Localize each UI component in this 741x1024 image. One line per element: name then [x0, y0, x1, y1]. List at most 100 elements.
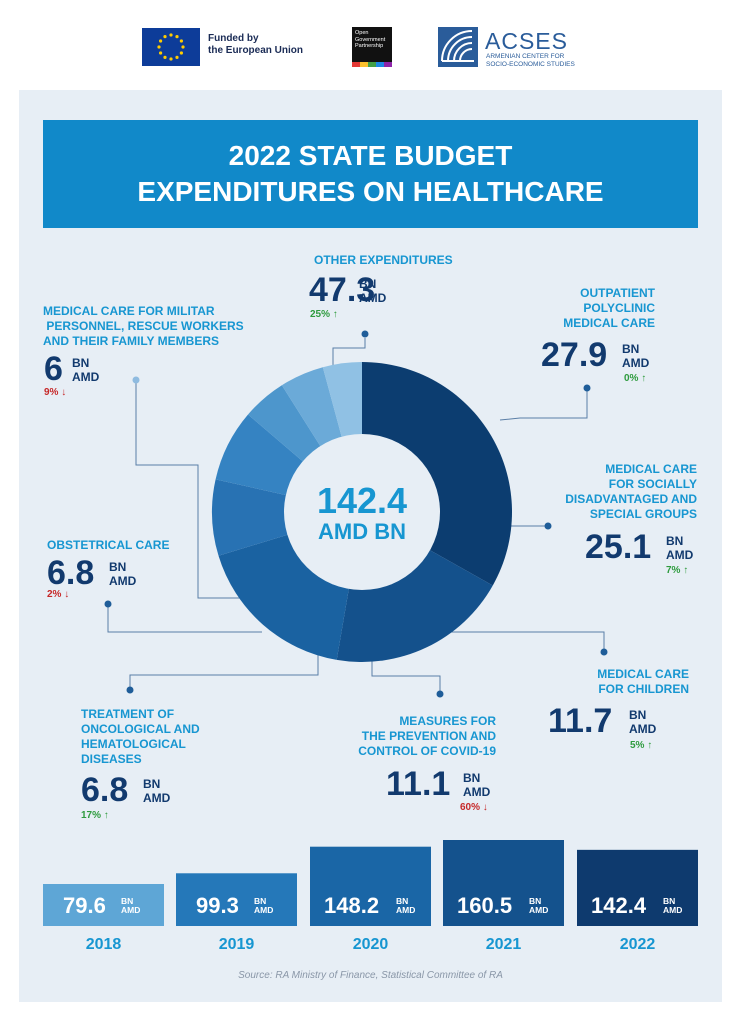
eu-star	[169, 57, 173, 61]
year-label: 2021	[485, 936, 522, 953]
year-bar	[176, 873, 297, 926]
year-bar-value: 148.2	[324, 893, 380, 918]
year-bar	[443, 840, 564, 926]
category-label: OTHER EXPENDITURES	[314, 253, 453, 267]
category-label: OUTPATIENT POLYCLINIC MEDICAL CARE	[563, 286, 655, 330]
eu-star	[159, 39, 163, 43]
year-bar-unit: BN AMD	[663, 896, 683, 915]
leader-line	[420, 631, 605, 650]
category-value: 6.8	[81, 771, 129, 809]
eu-star	[159, 51, 163, 55]
year-label: 2018	[85, 936, 122, 953]
year-label: 2022	[619, 936, 656, 953]
category-change: 9% ↓	[44, 387, 67, 398]
category-unit: BN AMD	[109, 560, 137, 588]
year-bar	[310, 846, 431, 926]
category-change: 7% ↑	[666, 565, 689, 576]
donut-center-unit: AMD BN	[318, 519, 406, 544]
year-bar	[577, 849, 698, 926]
eu-star	[163, 55, 167, 59]
arrow-down-icon: ↓	[58, 387, 67, 398]
category-unit: BN AMD	[666, 534, 694, 562]
arrow-up-icon: ↑	[638, 373, 647, 384]
year-label: 2019	[218, 936, 255, 953]
leader-dot	[600, 648, 608, 656]
eu-star	[163, 35, 167, 39]
eu-flag-icon	[142, 28, 200, 66]
category-value: 6	[44, 350, 63, 388]
leader-dot	[436, 690, 444, 698]
year-bar-value: 79.6	[63, 893, 106, 918]
eu-star	[181, 45, 185, 49]
eu-star	[179, 39, 183, 43]
leader-line	[371, 650, 441, 692]
leader-dot	[126, 686, 134, 694]
acses-subtitle: ARMENIAN CENTER FOR SOCIO-ECONOMIC STUDI…	[486, 53, 575, 68]
arrow-up-icon: ↑	[680, 565, 689, 576]
category-label: MEASURES FOR THE PREVENTION AND CONTROL OF…	[358, 714, 496, 758]
leader-line	[135, 380, 240, 599]
category-label: OBSTETRICAL CARE	[47, 538, 170, 552]
donut-center-value: 142.4	[316, 480, 408, 521]
category-change: 5% ↑	[630, 740, 653, 751]
category-value: 6.8	[47, 554, 95, 592]
year-bar	[43, 884, 164, 926]
donut-hole	[284, 434, 440, 590]
title-banner	[43, 120, 698, 228]
eu-star	[179, 51, 183, 55]
acses-name: ACSES	[485, 28, 568, 54]
eu-star	[175, 35, 179, 39]
category-change: 25% ↑	[310, 309, 338, 320]
category-unit: BN AMD	[622, 342, 650, 370]
leader-dot	[132, 376, 140, 384]
leader-dot	[583, 384, 591, 392]
category-unit: BN AMD	[72, 356, 100, 384]
leader-line	[499, 390, 588, 421]
category-unit: BN AMD	[629, 708, 657, 736]
category-label: MEDICAL CARE FOR MILITAR PERSONNEL, RESC…	[43, 304, 244, 348]
year-bar-unit: BN AMD	[529, 896, 549, 915]
eu-funding-text: Funded by the European Union	[208, 33, 303, 56]
leader-line	[107, 604, 262, 633]
year-bar-value: 160.5	[457, 893, 513, 918]
category-unit: BN AMD	[143, 777, 171, 805]
leader-line	[129, 655, 319, 688]
leader-dot	[104, 600, 112, 608]
leader-dot	[361, 330, 369, 338]
year-bar-unit: BN AMD	[121, 896, 141, 915]
category-unit: BN AMD	[463, 771, 491, 799]
arrow-down-icon: ↓	[480, 802, 488, 813]
arrow-up-icon: ↑	[644, 740, 653, 751]
page-title: 2022 STATE BUDGET EXPENDITURES ON HEALTH…	[137, 140, 604, 207]
eu-star	[169, 33, 173, 37]
category-change: 60% ↓	[460, 802, 488, 813]
category-value: 27.9	[541, 336, 608, 374]
year-label: 2020	[352, 936, 389, 953]
category-change: 0% ↑	[624, 373, 647, 384]
category-change: 2% ↓	[47, 589, 70, 600]
year-bar-value: 142.4	[591, 893, 647, 918]
category-unit: BN AMD	[359, 277, 387, 305]
category-value: 25.1	[585, 528, 652, 566]
arrow-up-icon: ↑	[101, 810, 109, 821]
source-note: Source: RA Ministry of Finance, Statisti…	[238, 970, 503, 981]
ogp-logo: Open Government Partnership	[352, 27, 392, 67]
year-bar-unit: BN AMD	[254, 896, 274, 915]
year-bar-unit: BN AMD	[396, 896, 416, 915]
category-value: 11.7	[548, 702, 613, 740]
logo-bar: Funded by the European Union Open Govern…	[0, 0, 741, 90]
acses-logo-icon	[438, 27, 478, 67]
leader-dot	[544, 522, 552, 530]
category-label: MEDICAL CARE FOR CHILDREN	[597, 667, 689, 696]
category-label: TREATMENT OF ONCOLOGICAL AND HEMATOLOGICAL…	[81, 707, 200, 766]
category-change: 17% ↑	[81, 810, 109, 821]
arrow-down-icon: ↓	[61, 589, 70, 600]
category-value: 11.1	[386, 765, 451, 803]
eu-star	[175, 55, 179, 59]
year-bar-value: 99.3	[196, 893, 239, 918]
category-label: MEDICAL CARE FOR SOCIALLY DISADVANTAGED AN…	[565, 462, 697, 521]
eu-star	[157, 45, 161, 49]
category-value: 47.3	[309, 271, 376, 309]
